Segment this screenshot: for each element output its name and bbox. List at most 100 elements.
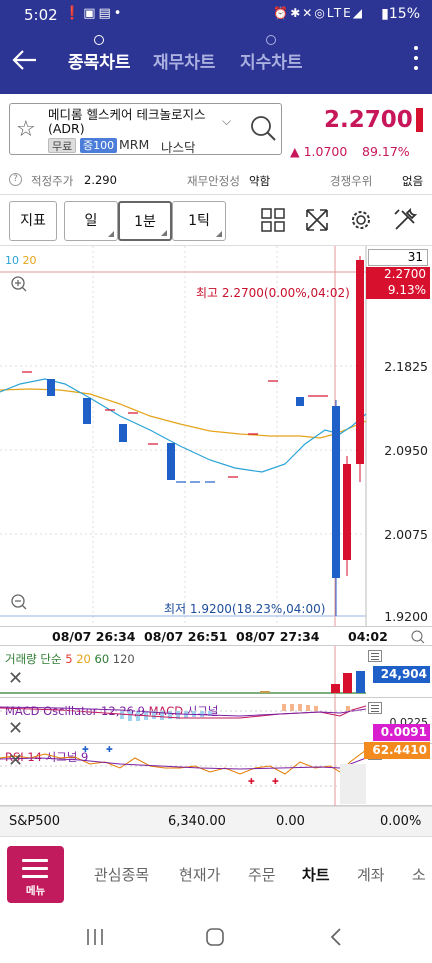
fair-price-label: 적정주가 (31, 174, 74, 188)
volume-ma60: 60 (94, 652, 110, 666)
macd-menu-icon[interactable] (368, 702, 382, 714)
battery-level: ▮15% (381, 6, 420, 22)
close-rsi-icon[interactable]: ✕ (8, 750, 24, 771)
tab-index-chart[interactable]: o 지수차트 (240, 35, 303, 73)
home-icon[interactable] (205, 927, 225, 947)
back-icon[interactable] (328, 927, 344, 947)
y-tick-3: 2.0075 (384, 527, 428, 542)
macd-panel[interactable]: MACD Oscillator 12,26,9 MACD 시그널 0.0225 … (0, 698, 432, 744)
close-macd-icon[interactable]: ✕ (8, 718, 24, 739)
x-axis: 08/07 26:34 08/07 26:51 08/07 27:34 04:0… (0, 626, 432, 646)
tab-label: 종목차트 (68, 53, 131, 73)
volume-menu-icon[interactable] (368, 650, 382, 662)
nav-chart[interactable]: 차트 (302, 866, 330, 884)
price-chart-canvas (0, 246, 367, 626)
price-change: ▲ 1.0700 (290, 144, 348, 159)
index-ticker-bar[interactable]: S&P500 6,340.00 0.00 0.00% (0, 806, 432, 836)
current-price: 2.2700 (324, 107, 413, 133)
margin-badge: 증100 (80, 138, 118, 153)
interval-label: 1분 (134, 214, 156, 230)
period-daily-button[interactable]: 일 (64, 201, 118, 241)
rsi-value: 62.4410 (364, 742, 430, 759)
tools-icon[interactable] (392, 207, 418, 233)
mute-icon: ✕ (302, 6, 315, 20)
stock-selector[interactable]: ☆ 메디롬 헬스케어 테크놀로지스(ADR) ⌵ 무료 증100 MRM 나스닥 (9, 103, 282, 155)
status-bar: 5:02 ❗▣▤• ⏰✱✕◎LTE◢ ▮15% (0, 0, 432, 30)
recent-apps-icon[interactable] (86, 927, 104, 947)
current-price-tag: 2.2700 (366, 267, 430, 283)
volume-panel[interactable]: 거래량 단순 5 20 60 120 ✕ 24,904 (0, 646, 432, 698)
close-volume-icon[interactable]: ✕ (8, 668, 24, 689)
zoom-out-icon (11, 594, 27, 610)
y-tick-2: 2.0950 (384, 443, 428, 458)
current-pct-tag-value: 9.13% (387, 283, 426, 297)
nav-order[interactable]: 주문 (248, 866, 276, 884)
help-icon[interactable]: ? (9, 173, 22, 186)
battery-text: 15% (388, 6, 420, 22)
menu-button[interactable]: 메뉴 (7, 846, 64, 903)
svg-text:✚: ✚ (106, 745, 113, 754)
menu-label: 메뉴 (25, 885, 46, 897)
tab-stock-chart[interactable]: o 종목차트 (68, 35, 131, 73)
valuation-row: ? 적정주가 2.290 재무안정성 약함 경쟁우위 없음 (0, 167, 432, 193)
ma10-label: 10 (5, 254, 19, 267)
volume-title-prefix: 거래량 단순 (5, 652, 62, 666)
more-options-icon[interactable] (412, 46, 420, 74)
dot-icon: • (113, 6, 125, 21)
back-arrow-icon[interactable] (8, 44, 40, 76)
x-tick-3: 08/07 27:34 (236, 629, 320, 644)
app-header: o 종목차트 재무차트 o 지수차트 (0, 30, 432, 94)
candle-count: 31 (407, 250, 423, 264)
y-tick-4: 1.9200 (384, 609, 428, 624)
tab-label: 재무차트 (153, 53, 216, 73)
zoom-axis-icon[interactable] (410, 629, 426, 645)
bottom-navigation: 메뉴 관심종목 현재가 주문 차트 계좌 소 (0, 836, 432, 912)
lte-icon: LTE (326, 6, 353, 20)
tab-label: 지수차트 (240, 53, 303, 73)
nav-account[interactable]: 계좌 (357, 866, 385, 884)
rsi-panel[interactable]: RSI 14 시그널 9 ✚✚ ✚✚✚ ✕ 62.4410 (0, 742, 432, 806)
nav-quote[interactable]: 현재가 (179, 866, 221, 884)
volume-ma20: 20 (76, 652, 91, 666)
favorite-star-icon[interactable]: ☆ (16, 117, 36, 142)
index-name: S&P500 (9, 814, 61, 829)
wifi-icon: ◎ (314, 6, 327, 20)
financial-stability-label: 재무안정성 (187, 174, 240, 188)
macd-plot (0, 698, 367, 744)
search-icon[interactable] (248, 114, 278, 144)
price-up-marker (416, 108, 423, 132)
nav-more[interactable]: 소 (412, 866, 426, 884)
x-tick-2: 08/07 26:51 (144, 629, 228, 644)
ma20-label: 20 (22, 254, 37, 267)
chat-icon: ▤ (98, 6, 114, 21)
tab-financial-chart[interactable]: 재무차트 (153, 48, 216, 73)
nav-watchlist[interactable]: 관심종목 (94, 866, 150, 884)
price-chart[interactable]: 10 20 31 2.2700 9.13% 최고 2.2700(0.00%,04… (0, 246, 432, 626)
dropdown-corner-icon (216, 231, 222, 237)
tick-label: 1틱 (188, 213, 210, 229)
ma-legend: 10 20 (5, 254, 37, 267)
status-right-icons: ⏰✱✕◎LTE◢ (273, 6, 364, 20)
fullscreen-icon[interactable] (304, 207, 330, 233)
grid-layout-icon[interactable] (260, 207, 286, 233)
zoom-in-icon (11, 276, 27, 292)
svg-text:✚: ✚ (82, 745, 89, 754)
period-1tick-button[interactable]: 1틱 (172, 201, 226, 241)
macd-value: 0.0091 (372, 724, 430, 741)
ma20-line (0, 388, 367, 439)
bluetooth-icon: ✱ (290, 6, 303, 20)
signal-icon: ◢ (352, 6, 364, 20)
volume-ma5: 5 (65, 652, 73, 666)
image-icon: ▣ (83, 6, 99, 21)
chevron-down-icon[interactable]: ⌵ (222, 114, 232, 128)
x-tick-4: 04:02 (348, 629, 388, 644)
free-badge: 무료 (48, 138, 77, 153)
volume-title: 거래량 단순 5 20 60 120 (5, 651, 135, 667)
period-1min-button[interactable]: 1분 (118, 201, 172, 241)
settings-gear-icon[interactable] (348, 207, 374, 233)
x-tick-1: 08/07 26:34 (52, 629, 136, 644)
svg-text:✚: ✚ (248, 777, 255, 786)
price-change-pct: 89.17% (362, 144, 410, 159)
index-value: 6,340.00 (168, 814, 226, 829)
indicator-button[interactable]: 지표 (9, 201, 57, 241)
